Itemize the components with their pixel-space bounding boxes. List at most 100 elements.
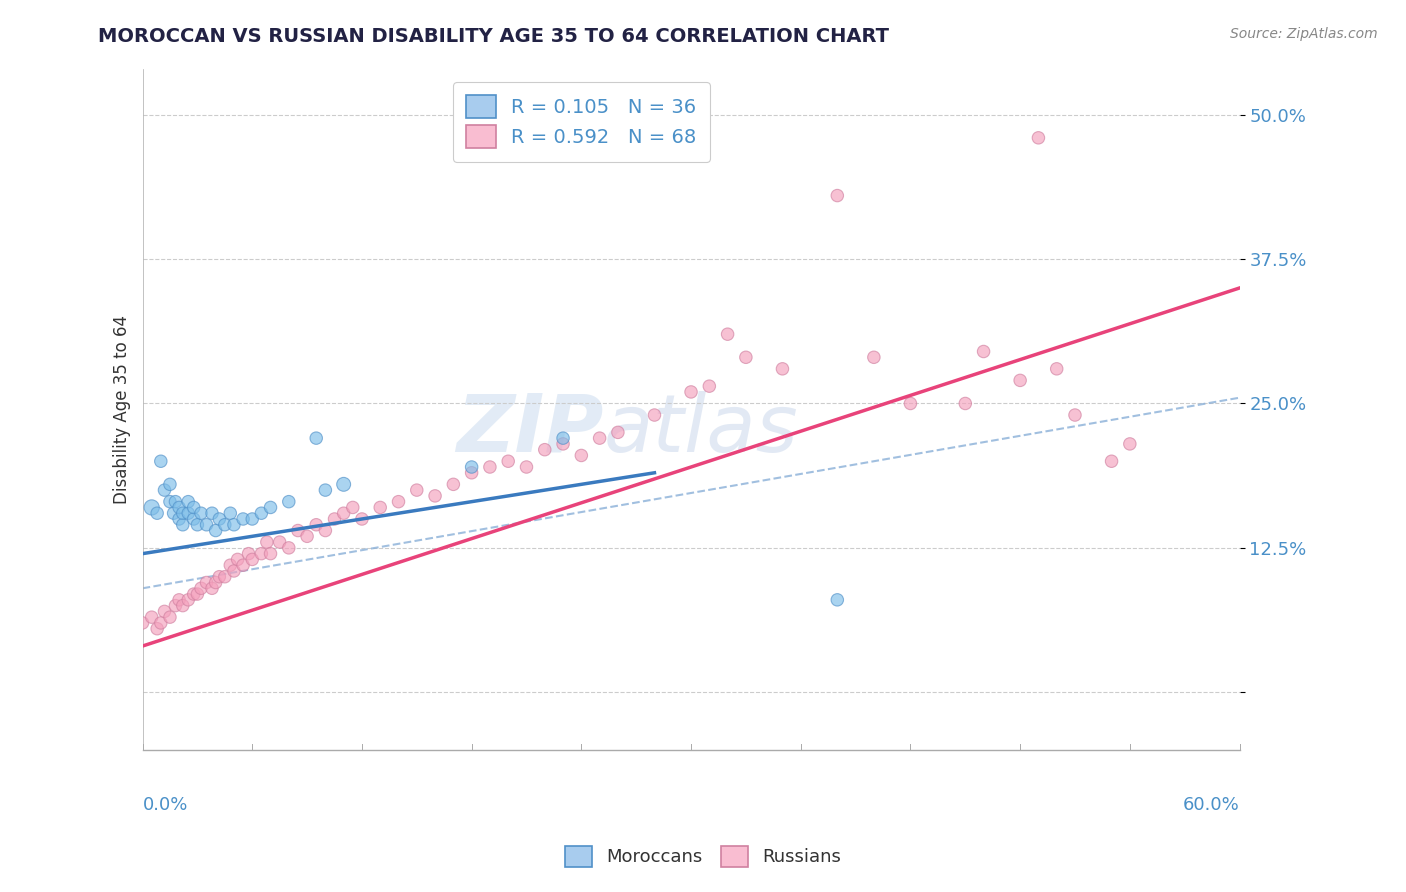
Point [149, 454, 172, 468]
Point [460, 466, 482, 480]
Point [314, 483, 336, 497]
Point [314, 524, 336, 538]
Legend: R = 0.105   N = 36, R = 0.592   N = 68: R = 0.105 N = 36, R = 0.592 N = 68 [453, 82, 710, 161]
Point [186, 587, 208, 601]
Point [735, 351, 758, 365]
Point [679, 384, 702, 399]
Point [697, 379, 720, 393]
Point [643, 408, 665, 422]
Point [232, 512, 254, 526]
Point [226, 552, 249, 566]
Point [167, 592, 190, 607]
Point [219, 558, 242, 573]
Point [172, 517, 194, 532]
Point [1010, 373, 1032, 387]
Point [332, 477, 354, 491]
Point [460, 460, 482, 475]
Point [190, 582, 212, 596]
Point [177, 506, 200, 520]
Point [232, 558, 254, 573]
Point [153, 604, 176, 618]
Point [1064, 408, 1087, 422]
Point [141, 610, 163, 624]
Point [955, 396, 977, 410]
Point [569, 449, 592, 463]
Point [295, 529, 318, 543]
Point [250, 506, 273, 520]
Legend: Moroccans, Russians: Moroccans, Russians [558, 838, 848, 874]
Text: ZIP: ZIP [456, 391, 603, 468]
Point [551, 437, 574, 451]
Point [423, 489, 446, 503]
Point [201, 506, 224, 520]
Point [772, 361, 794, 376]
Point [141, 500, 163, 515]
Point [259, 547, 281, 561]
Point [269, 535, 291, 549]
Point [146, 506, 169, 520]
Point [973, 344, 995, 359]
Point [183, 587, 205, 601]
Point [588, 431, 610, 445]
Point [256, 535, 278, 549]
Point [177, 592, 200, 607]
Text: Source: ZipAtlas.com: Source: ZipAtlas.com [1230, 27, 1378, 41]
Point [159, 494, 181, 508]
Point [214, 517, 236, 532]
Point [222, 564, 245, 578]
Point [827, 592, 849, 607]
Point [208, 512, 231, 526]
Point [159, 477, 181, 491]
Point [131, 615, 153, 630]
Point [162, 506, 184, 520]
Point [405, 483, 427, 497]
Point [250, 547, 273, 561]
Point [190, 506, 212, 520]
Point [201, 582, 224, 596]
Point [186, 517, 208, 532]
Point [214, 570, 236, 584]
Point [496, 454, 519, 468]
Point [827, 188, 849, 202]
Point [204, 524, 226, 538]
Y-axis label: Disability Age 35 to 64: Disability Age 35 to 64 [114, 315, 131, 504]
Point [159, 610, 181, 624]
Point [172, 506, 194, 520]
Point [287, 524, 309, 538]
Point [305, 431, 328, 445]
Point [305, 517, 328, 532]
Point [1119, 437, 1142, 451]
Point [195, 517, 218, 532]
Text: 60.0%: 60.0% [1182, 797, 1240, 814]
Point [277, 541, 299, 555]
Point [177, 494, 200, 508]
Point [606, 425, 628, 440]
Point [350, 512, 373, 526]
Point [323, 512, 346, 526]
Point [387, 494, 409, 508]
Point [167, 512, 190, 526]
Point [183, 512, 205, 526]
Point [551, 431, 574, 445]
Point [900, 396, 922, 410]
Point [515, 460, 537, 475]
Point [716, 327, 738, 342]
Text: atlas: atlas [603, 391, 799, 468]
Point [149, 615, 172, 630]
Point [167, 500, 190, 515]
Point [219, 506, 242, 520]
Point [208, 570, 231, 584]
Point [1046, 361, 1069, 376]
Point [238, 547, 260, 561]
Point [533, 442, 555, 457]
Point [478, 460, 501, 475]
Point [240, 552, 263, 566]
Point [153, 483, 176, 497]
Point [240, 512, 263, 526]
Text: MOROCCAN VS RUSSIAN DISABILITY AGE 35 TO 64 CORRELATION CHART: MOROCCAN VS RUSSIAN DISABILITY AGE 35 TO… [98, 27, 890, 45]
Point [204, 575, 226, 590]
Point [277, 494, 299, 508]
Point [146, 622, 169, 636]
Point [183, 500, 205, 515]
Point [332, 506, 354, 520]
